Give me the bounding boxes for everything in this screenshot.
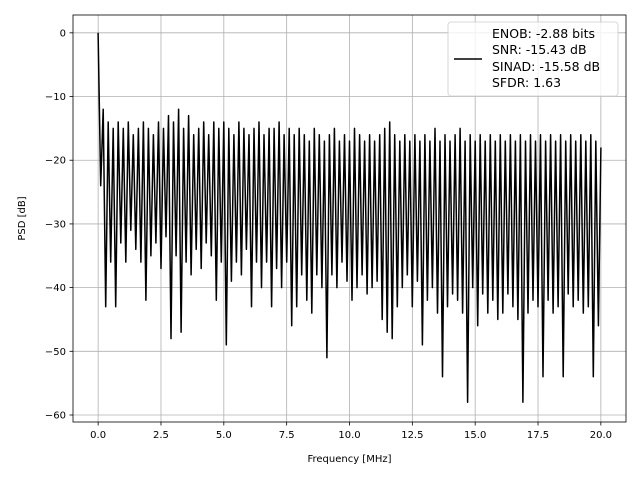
x-tick-label: 17.5 xyxy=(527,430,549,441)
legend-enob: ENOB: -2.88 bits xyxy=(492,26,595,41)
x-tick-label: 12.5 xyxy=(401,430,423,441)
y-tick-label: −40 xyxy=(45,283,66,294)
y-tick-label: −60 xyxy=(45,410,66,421)
x-tick-label: 7.5 xyxy=(279,430,295,441)
y-tick-label: −50 xyxy=(45,347,66,358)
x-tick-label: 2.5 xyxy=(153,430,169,441)
y-tick-label: −30 xyxy=(45,219,66,230)
x-tick-label: 0.0 xyxy=(90,430,106,441)
x-axis-label: Frequency [MHz] xyxy=(307,454,391,465)
x-tick-label: 20.0 xyxy=(590,430,612,441)
legend-sfdr: SFDR: 1.63 xyxy=(492,75,561,90)
y-axis-label: PSD [dB] xyxy=(17,196,28,240)
psd-series-line xyxy=(97,32,602,404)
y-tick-label: −20 xyxy=(45,156,66,167)
y-tick-label: 0 xyxy=(60,28,66,39)
legend: ENOB: -2.88 bits SNR: -15.43 dB SINAD: -… xyxy=(447,21,619,97)
y-axis: 0 −10 −20 −30 −40 −50 −60 xyxy=(45,28,73,421)
x-tick-label: 15.0 xyxy=(464,430,486,441)
x-axis: 0.0 2.5 5.0 7.5 10.0 12.5 15.0 17.5 20.0 xyxy=(90,422,612,441)
x-tick-label: 10.0 xyxy=(338,430,360,441)
legend-box xyxy=(447,21,619,97)
y-tick-label: −10 xyxy=(45,92,66,103)
x-tick-label: 5.0 xyxy=(216,430,232,441)
legend-sinad: SINAD: -15.58 dB xyxy=(492,59,600,74)
legend-snr: SNR: -15.43 dB xyxy=(492,42,587,57)
